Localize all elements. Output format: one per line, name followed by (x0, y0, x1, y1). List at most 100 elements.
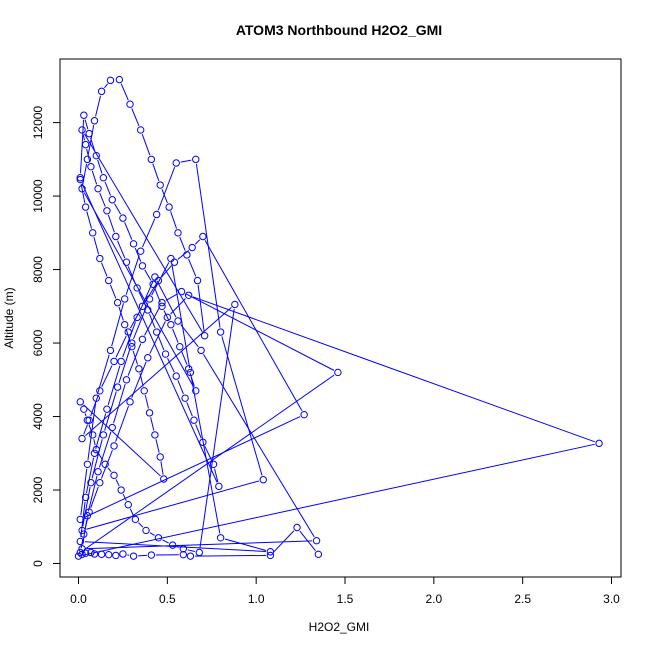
data-point (76, 548, 84, 557)
y-tick-label: 10000 (31, 179, 45, 213)
series-segment (150, 417, 155, 431)
series-segment (82, 486, 91, 527)
y-tick-label: 6000 (31, 329, 45, 356)
data-point (119, 214, 127, 222)
data-point (215, 482, 223, 491)
series-segment (221, 336, 263, 476)
series-segment (111, 303, 124, 347)
series-segment (91, 439, 103, 479)
data-point (85, 508, 93, 516)
series-segment (138, 554, 147, 557)
data-point (112, 232, 120, 241)
data-point (133, 313, 141, 322)
data-point (192, 155, 200, 164)
y-tick-label: 4000 (31, 403, 45, 430)
data-point (85, 416, 93, 424)
data-point (312, 537, 321, 545)
data-point (167, 254, 175, 263)
data-point (160, 475, 168, 483)
series-segment (142, 218, 156, 248)
data-point (105, 550, 113, 559)
data-point (293, 523, 301, 532)
series-segment (83, 133, 203, 333)
series-segment (127, 343, 142, 376)
data-point (122, 376, 131, 384)
series-segment (99, 192, 106, 207)
data-point (184, 291, 193, 299)
data-point (129, 552, 138, 560)
data-point (108, 196, 116, 204)
series-segment (80, 119, 85, 174)
data-point (113, 383, 122, 391)
data-point (78, 545, 86, 553)
series-segment (131, 361, 147, 398)
x-tick-label: 0.0 (70, 592, 87, 606)
series-segment (214, 468, 219, 483)
data-point (113, 298, 122, 307)
data-point (96, 254, 104, 263)
data-point (120, 320, 129, 329)
series-segment (82, 443, 595, 556)
series-segment (93, 237, 100, 255)
y-tick-label: 8000 (31, 256, 45, 283)
y-tick-label: 0 (31, 560, 45, 567)
series-segment (100, 449, 113, 479)
series-segment (86, 457, 95, 494)
series-segment (107, 467, 112, 473)
series-segment (124, 222, 133, 240)
data-point (78, 185, 86, 193)
series-segment (172, 328, 179, 343)
series-segment (83, 404, 161, 477)
data-point (186, 552, 195, 560)
data-point (94, 185, 102, 193)
series-segment (180, 350, 188, 365)
series-segment (163, 310, 170, 321)
data-point (108, 423, 116, 432)
series-segment (127, 266, 136, 284)
data-point (266, 551, 275, 560)
series-segment (131, 108, 140, 126)
data-point (85, 129, 93, 138)
series-segment (101, 262, 108, 277)
series-segment (114, 203, 122, 215)
series-segment (299, 530, 316, 552)
x-tick-label: 0.5 (159, 592, 176, 606)
data-point (101, 460, 109, 468)
data-point (314, 550, 323, 559)
series-segment (104, 181, 112, 196)
data-point (161, 350, 170, 358)
data-point (115, 75, 124, 84)
series-segment (192, 296, 596, 443)
data-point (110, 471, 118, 480)
data-point (80, 111, 88, 119)
series-segment (87, 402, 97, 460)
series-segment (81, 183, 218, 483)
data-point (80, 405, 88, 413)
series-segment (113, 383, 126, 424)
data-point (119, 550, 127, 558)
data-point (97, 87, 106, 96)
series-segment (133, 302, 149, 340)
data-point (110, 442, 118, 450)
series-segment (97, 159, 103, 174)
data-point (172, 159, 180, 167)
series-segment (86, 148, 91, 163)
data-point (74, 552, 83, 560)
data-point (112, 551, 120, 560)
data-point (144, 306, 152, 314)
data-point (138, 262, 147, 270)
data-point (145, 295, 154, 303)
data-point (197, 346, 205, 355)
data-point (129, 240, 138, 248)
series-segment (107, 214, 115, 233)
data-point (99, 174, 108, 182)
series-segment (86, 480, 260, 530)
series-segment (83, 374, 335, 551)
data-point (78, 526, 86, 535)
y-tick-label: 2000 (31, 476, 45, 503)
data-point (158, 302, 166, 311)
series-segment (90, 486, 99, 509)
data-point (209, 460, 218, 468)
series-segment (157, 167, 176, 211)
data-point (106, 346, 115, 355)
